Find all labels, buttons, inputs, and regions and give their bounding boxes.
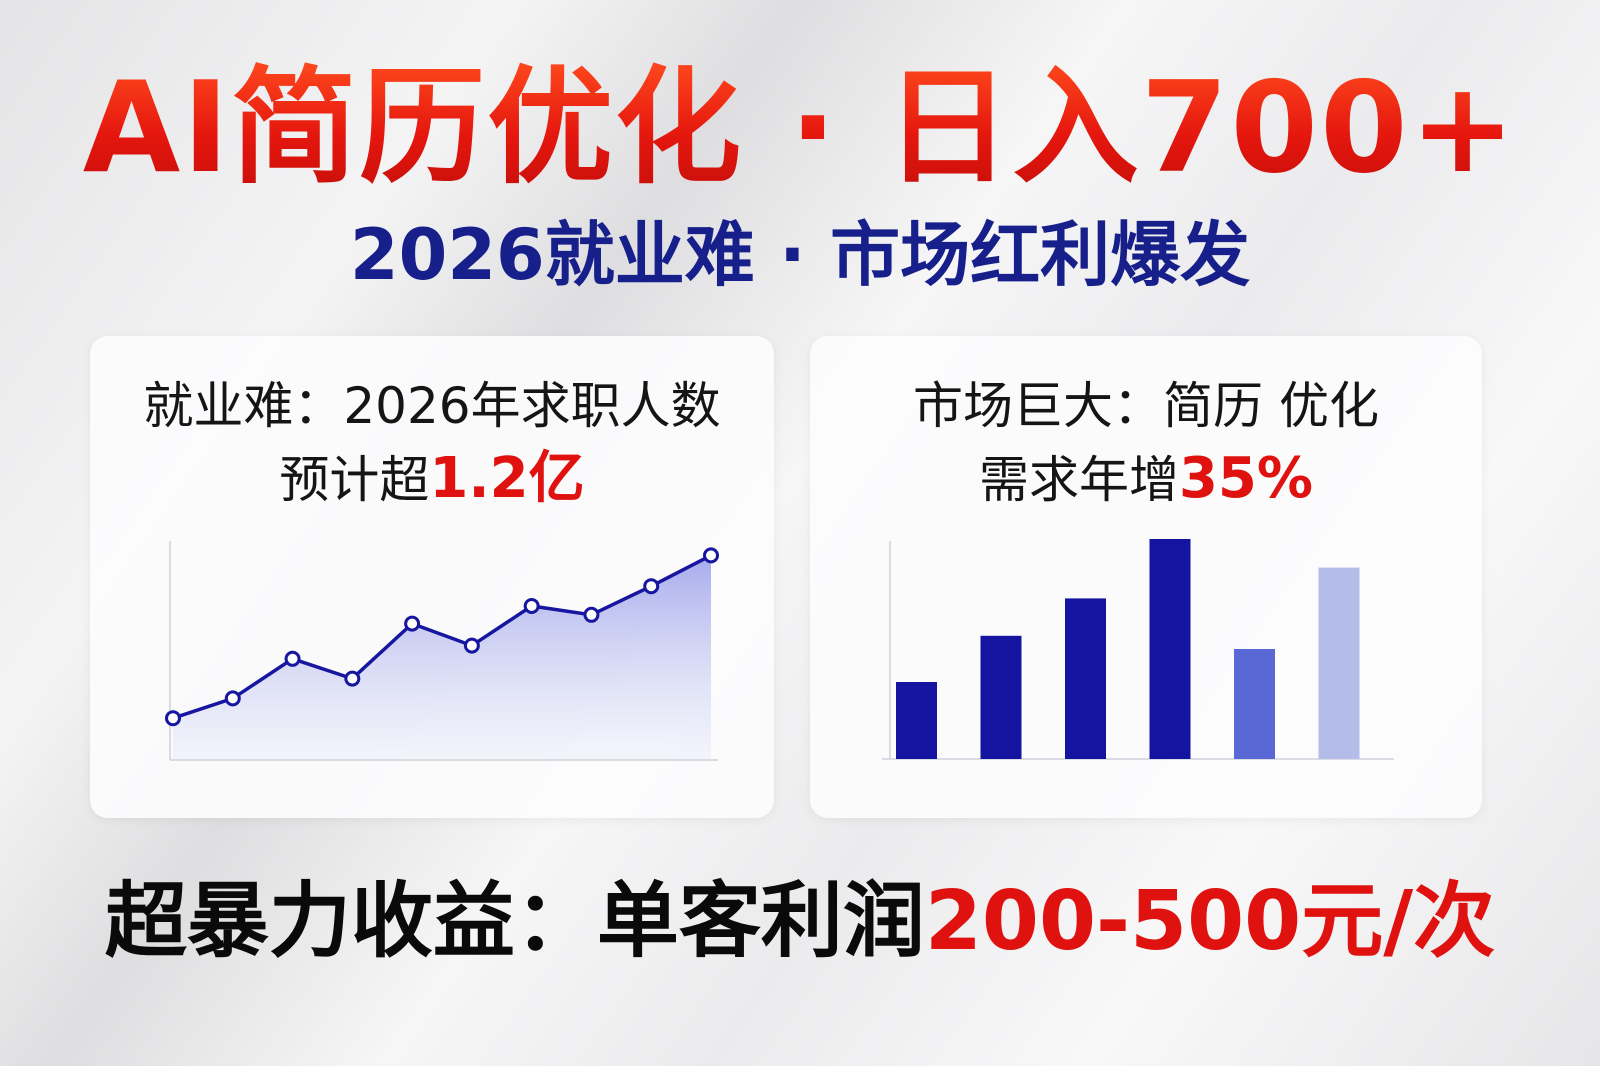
bar (1318, 567, 1360, 759)
data-point (165, 710, 181, 727)
headline-title: AI简历优化 · 日入700+ (0, 58, 1600, 198)
line-chart (165, 541, 719, 761)
card-subheading: 需求年增35% (810, 444, 1482, 515)
data-point (463, 637, 480, 654)
card-heading: 就业难：2026年求职人数 (143, 377, 721, 435)
headline-subtitle: 2026就业难 · 市场红利爆发 (349, 214, 1251, 296)
bar (1149, 539, 1191, 759)
data-point (583, 606, 600, 623)
data-point (284, 650, 301, 667)
card-subheading-text: 需求年增 (978, 451, 1179, 509)
highlight-value: 35% (1178, 446, 1314, 511)
highlight-value: 1.2亿 (429, 446, 585, 511)
market-size-card: 市场巨大：简历 优化 需求年增35% (810, 336, 1482, 818)
bar (1234, 649, 1275, 759)
revenue-value: 200-500元/次 (924, 874, 1496, 969)
job-difficulty-card: 就业难：2026年求职人数 预计超1.2亿 (90, 336, 774, 818)
data-point (344, 670, 361, 687)
bar (980, 635, 1022, 759)
bar (896, 682, 937, 759)
series-line (172, 553, 712, 720)
data-point (523, 598, 540, 614)
data-point (224, 690, 241, 707)
revenue-banner: 超暴力收益：单客利润200-500元/次 (0, 872, 1600, 972)
revenue-label: 超暴力收益：单客利润 (104, 874, 925, 969)
data-point (703, 547, 719, 564)
area-fill (173, 555, 711, 760)
card-subheading-text: 预计超 (279, 451, 430, 509)
card-subheading: 预计超1.2亿 (90, 444, 774, 515)
card-heading: 市场巨大：简历 优化 (913, 377, 1379, 435)
bar-chart (882, 539, 1394, 760)
bar (1065, 598, 1106, 759)
data-point (643, 578, 660, 595)
data-point (404, 615, 421, 632)
